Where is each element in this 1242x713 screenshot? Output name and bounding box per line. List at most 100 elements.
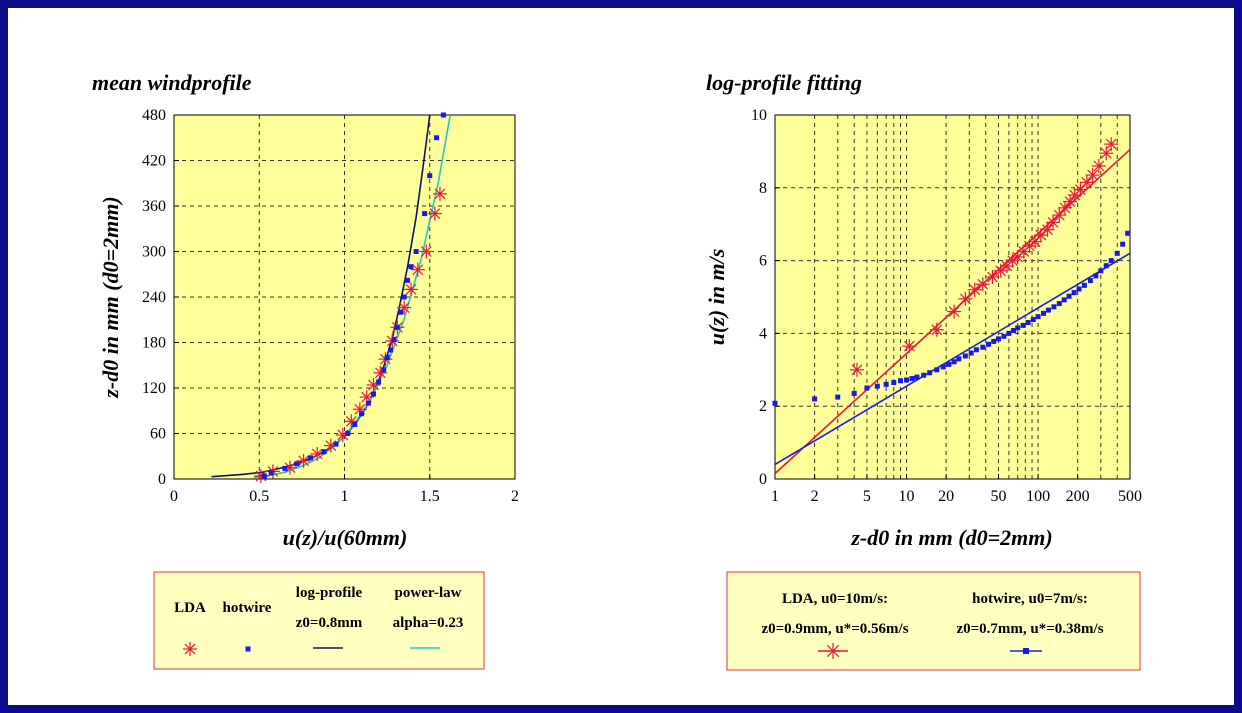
y-tick-label: 240 (142, 289, 166, 306)
hotwire-point (968, 350, 974, 356)
x-axis-label: z-d0 in mm (d0=2mm) (850, 525, 1052, 550)
markers (253, 112, 447, 483)
x-axis-label: u(z)/u(60mm) (283, 525, 408, 550)
tick-labels: 0 0.5 1 1.5 2 0 60 120 180 240 300 360 420 480 (142, 107, 519, 505)
y-tick-label: 8 (759, 180, 767, 197)
tick-labels: 1 2 5 10 20 50 100 200 500 0 2 4 6 8 10 (751, 107, 1142, 505)
hotwire-point (381, 367, 387, 373)
lda-point (403, 282, 418, 297)
hotwire-log-fit-line (775, 252, 1130, 466)
lda-point (849, 362, 864, 377)
hotwire-point (434, 135, 440, 141)
lda-point (1033, 228, 1048, 243)
hotwire-point (391, 336, 397, 342)
hotwire-point (394, 324, 400, 330)
lda-point (419, 244, 434, 259)
hotwire-point (1103, 263, 1109, 269)
legend-label-hotwire-line1: hotwire, u0=7m/s: (972, 591, 1088, 607)
hotwire-point (1051, 304, 1057, 310)
lda-point (1046, 215, 1061, 230)
y-tick-label: 2 (759, 398, 767, 415)
hotwire-point (1071, 290, 1077, 296)
hotwire-point (812, 396, 818, 402)
x-tick-label: 0 (170, 488, 178, 505)
x-tick-label: 2 (811, 488, 819, 505)
lda-point (1079, 175, 1094, 190)
x-tick-label: 1.5 (420, 488, 440, 505)
x-tick-label: 500 (1118, 488, 1142, 505)
lda-point (929, 322, 944, 337)
hotwire-point (359, 411, 365, 417)
hotwire-point (282, 465, 288, 471)
legend-label-hotwire-line2: z0=0.7mm, u*=0.38m/s (956, 621, 1103, 637)
hotwire-point (898, 378, 904, 384)
y-tick-label: 0 (158, 471, 166, 488)
chart-title: log-profile fitting (706, 70, 862, 95)
hotwire-point (307, 455, 313, 461)
x-tick-label: 5 (863, 488, 871, 505)
legend-symbol-hotwire (1023, 648, 1029, 654)
lda-point (985, 269, 1000, 284)
hotwire-point (427, 173, 433, 179)
hotwire-point (405, 277, 411, 283)
hotwire-point (835, 394, 841, 400)
hotwire-point (1120, 241, 1126, 247)
x-tick-label: 50 (990, 488, 1006, 505)
grid-lines (775, 115, 1130, 479)
x-tick-label: 100 (1026, 488, 1050, 505)
x-tick-label: 1 (771, 488, 779, 505)
x-tick-label: 200 (1066, 488, 1090, 505)
y-tick-label: 480 (142, 107, 166, 124)
hotwire-point (956, 356, 962, 362)
lda-point (410, 262, 425, 277)
hotwire-point (294, 461, 300, 467)
hotwire-point (1006, 330, 1012, 336)
lda-point (1091, 158, 1106, 173)
hotwire-point (927, 370, 933, 376)
hotwire-point (365, 400, 371, 406)
lda-point (958, 291, 973, 306)
legend-symbol-lda (825, 643, 841, 659)
hotwire-point (1066, 293, 1072, 299)
chart-log-profile-fitting: log-profile fitting 1 2 5 10 20 50 100 200 500 0 2… (704, 70, 1142, 671)
lda-point (967, 282, 982, 297)
y-tick-label: 300 (142, 244, 166, 261)
y-tick-label: 4 (759, 325, 767, 342)
hotwire-point (1035, 314, 1041, 320)
hotwire-point (376, 379, 382, 385)
hotwire-point (388, 347, 394, 353)
hotwire-point (401, 294, 407, 300)
hotwire-point (1020, 322, 1026, 328)
hotwire-point (962, 353, 968, 359)
hotwire-point (909, 376, 915, 382)
chart-mean-windprofile: mean windprofile 0 0.5 1 1.5 2 0 60 120 180 240 30… (92, 70, 519, 670)
hotwire-point (398, 309, 404, 315)
hotwire-point (384, 355, 390, 361)
legend-box (153, 571, 485, 670)
hotwire-point (1081, 282, 1087, 288)
hotwire-point (1045, 307, 1051, 313)
hotwire-point (1108, 258, 1114, 264)
plot-frame (774, 114, 1131, 480)
y-tick-label: 0 (759, 471, 767, 488)
hotwire-point (772, 400, 778, 406)
hotwire-point (422, 211, 428, 217)
hotwire-point (413, 249, 419, 254)
y-tick-label: 60 (150, 426, 166, 443)
hotwire-point (874, 383, 880, 389)
legend-symbols (818, 643, 1042, 659)
hotwire-point (1125, 230, 1131, 236)
hotwire-point (1056, 301, 1062, 307)
hotwire-point (973, 347, 979, 353)
lda-point (432, 186, 447, 201)
hotwire-point (1015, 325, 1021, 331)
hotwire-point (986, 341, 992, 347)
lda-point (1073, 182, 1088, 197)
hotwire-point (946, 361, 952, 367)
lda-point (1104, 137, 1119, 152)
hotwire-point (951, 359, 957, 365)
legend-label-hotwire: hotwire (223, 600, 272, 616)
legend-label-power-law: power-law (395, 585, 462, 601)
x-tick-label: 1 (341, 488, 349, 505)
